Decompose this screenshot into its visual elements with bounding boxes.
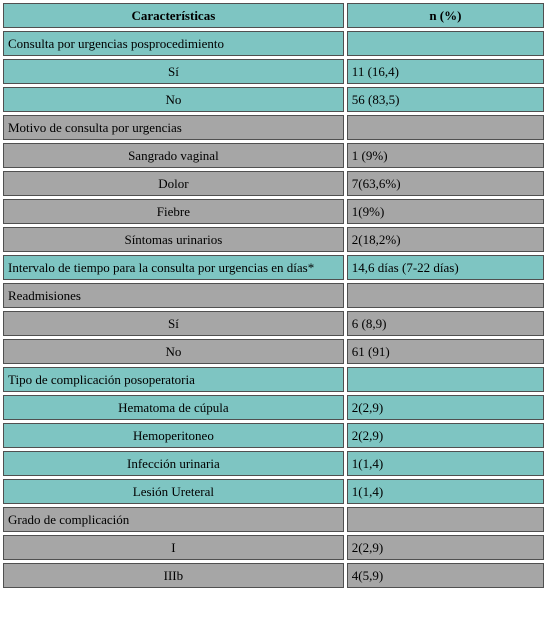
row-sublabel: Dolor: [3, 171, 344, 196]
row-value: 7(63,6%): [346, 171, 544, 196]
table-row: Readmisiones: [3, 283, 544, 308]
row-category-label: Tipo de complicación posoperatoria: [3, 367, 344, 392]
row-sublabel: Lesión Ureteral: [3, 479, 344, 504]
row-value: [346, 367, 544, 392]
row-category-label: Motivo de consulta por urgencias: [3, 115, 344, 140]
table-body: Consulta por urgencias posprocedimiento S…: [3, 31, 544, 588]
header-characteristics: Características: [3, 3, 344, 28]
row-value: 1(9%): [346, 199, 544, 224]
row-value: 2(2,9): [346, 395, 544, 420]
row-sublabel: Hematoma de cúpula: [3, 395, 344, 420]
row-value: 1 (9%): [346, 143, 544, 168]
table-row: Sí 11 (16,4): [3, 59, 544, 84]
row-category-label: Intervalo de tiempo para la consulta por…: [3, 255, 344, 280]
row-sublabel: Fiebre: [3, 199, 344, 224]
row-sublabel: Sí: [3, 59, 344, 84]
table-header: Características n (%): [3, 3, 544, 28]
table-row: Motivo de consulta por urgencias: [3, 115, 544, 140]
row-value: 1(1,4): [346, 479, 544, 504]
row-sublabel: Hemoperitoneo: [3, 423, 344, 448]
table-row: IIIb 4(5,9): [3, 563, 544, 588]
row-sublabel: I: [3, 535, 344, 560]
row-value: 1(1,4): [346, 451, 544, 476]
table-row: Síntomas urinarios 2(18,2%): [3, 227, 544, 252]
table-row: Fiebre 1(9%): [3, 199, 544, 224]
table-row: Hematoma de cúpula 2(2,9): [3, 395, 544, 420]
row-value: [346, 283, 544, 308]
row-sublabel: No: [3, 87, 344, 112]
table-row: Hemoperitoneo 2(2,9): [3, 423, 544, 448]
row-value: 11 (16,4): [346, 59, 544, 84]
row-value: 2(2,9): [346, 535, 544, 560]
header-row: Características n (%): [3, 3, 544, 28]
row-category-label: Readmisiones: [3, 283, 344, 308]
row-value: 6 (8,9): [346, 311, 544, 336]
table-row: Sangrado vaginal 1 (9%): [3, 143, 544, 168]
table-row: No 61 (91): [3, 339, 544, 364]
row-value: [346, 115, 544, 140]
row-value: 14,6 días (7-22 días): [346, 255, 544, 280]
row-value: 2(18,2%): [346, 227, 544, 252]
row-value: 4(5,9): [346, 563, 544, 588]
results-table: Características n (%) Consulta por urgen…: [3, 3, 544, 588]
table-row: Infección urinaria 1(1,4): [3, 451, 544, 476]
row-sublabel: Sangrado vaginal: [3, 143, 344, 168]
table-row: Lesión Ureteral 1(1,4): [3, 479, 544, 504]
row-sublabel: IIIb: [3, 563, 344, 588]
table-row: Grado de complicación: [3, 507, 544, 532]
row-value: 56 (83,5): [346, 87, 544, 112]
row-sublabel: Síntomas urinarios: [3, 227, 344, 252]
row-value: [346, 31, 544, 56]
table-row: Consulta por urgencias posprocedimiento: [3, 31, 544, 56]
table-row: Intervalo de tiempo para la consulta por…: [3, 255, 544, 280]
table-row: I 2(2,9): [3, 535, 544, 560]
table-row: No 56 (83,5): [3, 87, 544, 112]
row-category-label: Consulta por urgencias posprocedimiento: [3, 31, 344, 56]
row-value: 2(2,9): [346, 423, 544, 448]
table-row: Dolor 7(63,6%): [3, 171, 544, 196]
row-sublabel: No: [3, 339, 344, 364]
row-value: [346, 507, 544, 532]
row-sublabel: Sí: [3, 311, 344, 336]
row-sublabel: Infección urinaria: [3, 451, 344, 476]
row-category-label: Grado de complicación: [3, 507, 344, 532]
table-row: Tipo de complicación posoperatoria: [3, 367, 544, 392]
row-value: 61 (91): [346, 339, 544, 364]
table-row: Sí 6 (8,9): [3, 311, 544, 336]
header-n-percent: n (%): [346, 3, 544, 28]
